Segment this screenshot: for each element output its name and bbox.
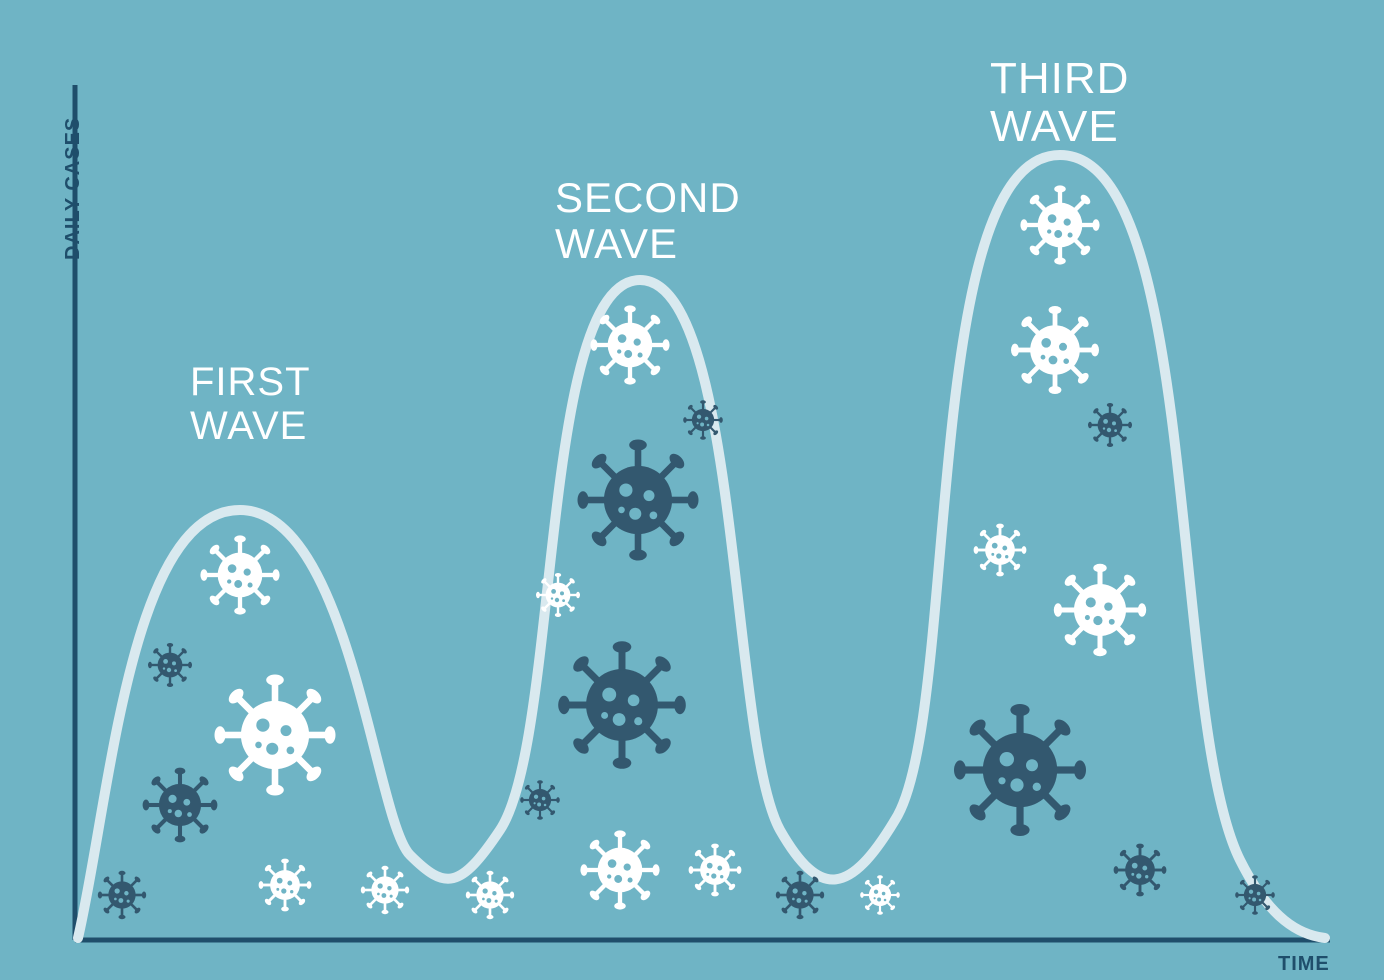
chart-svg <box>0 0 1384 980</box>
virus-icon <box>1020 185 1099 264</box>
wave-label-third: THIRD WAVE <box>990 55 1129 152</box>
virus-icon <box>860 875 900 915</box>
virus-icon <box>536 573 580 617</box>
virus-icon <box>520 780 560 820</box>
virus-icon <box>259 859 312 912</box>
virus-icon <box>776 871 824 919</box>
virus-icon <box>590 305 669 384</box>
virus-icon <box>148 643 192 687</box>
y-axis-label: DAILY CASES <box>62 117 85 260</box>
virus-icon <box>1114 844 1167 897</box>
virus-icon <box>1054 564 1146 656</box>
wave-label-second: SECOND WAVE <box>555 175 741 267</box>
virus-icon <box>215 675 336 796</box>
virus-icon <box>683 400 723 440</box>
virus-icon <box>1088 403 1132 447</box>
virus-icon <box>954 704 1086 836</box>
virus-icon <box>466 871 514 919</box>
infographic-canvas: DAILY CASES TIME FIRST WAVE SECOND WAVE TH… <box>0 0 1384 980</box>
virus-icon <box>558 641 686 769</box>
virus-icon <box>143 768 218 843</box>
virus-icon <box>578 440 699 561</box>
wave-label-first: FIRST WAVE <box>190 360 311 448</box>
virus-icon <box>689 844 742 897</box>
virus-icon <box>1235 875 1275 915</box>
virus-icon <box>580 830 659 909</box>
virus-icon <box>98 871 146 919</box>
x-axis-label: TIME <box>1278 953 1330 976</box>
virus-icon <box>361 866 409 914</box>
virus-icon <box>974 524 1027 577</box>
virus-icon <box>1011 306 1099 394</box>
virus-icon <box>200 535 279 614</box>
